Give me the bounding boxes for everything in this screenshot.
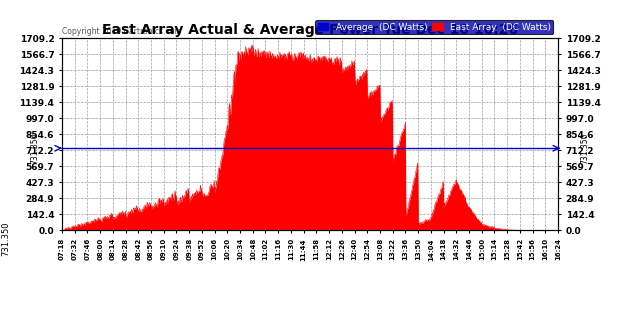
Text: Copyright 2019 Cartronics.com: Copyright 2019 Cartronics.com xyxy=(62,28,182,36)
Text: 731.350: 731.350 xyxy=(581,132,590,164)
Text: 731.350: 731.350 xyxy=(2,221,11,256)
Legend: Average  (DC Watts), East Array  (DC Watts): Average (DC Watts), East Array (DC Watts… xyxy=(315,20,554,34)
Title: East Array Actual & Average Power Tue Dec 10 16:26: East Array Actual & Average Power Tue De… xyxy=(102,23,518,37)
Text: 731.350: 731.350 xyxy=(30,132,39,164)
